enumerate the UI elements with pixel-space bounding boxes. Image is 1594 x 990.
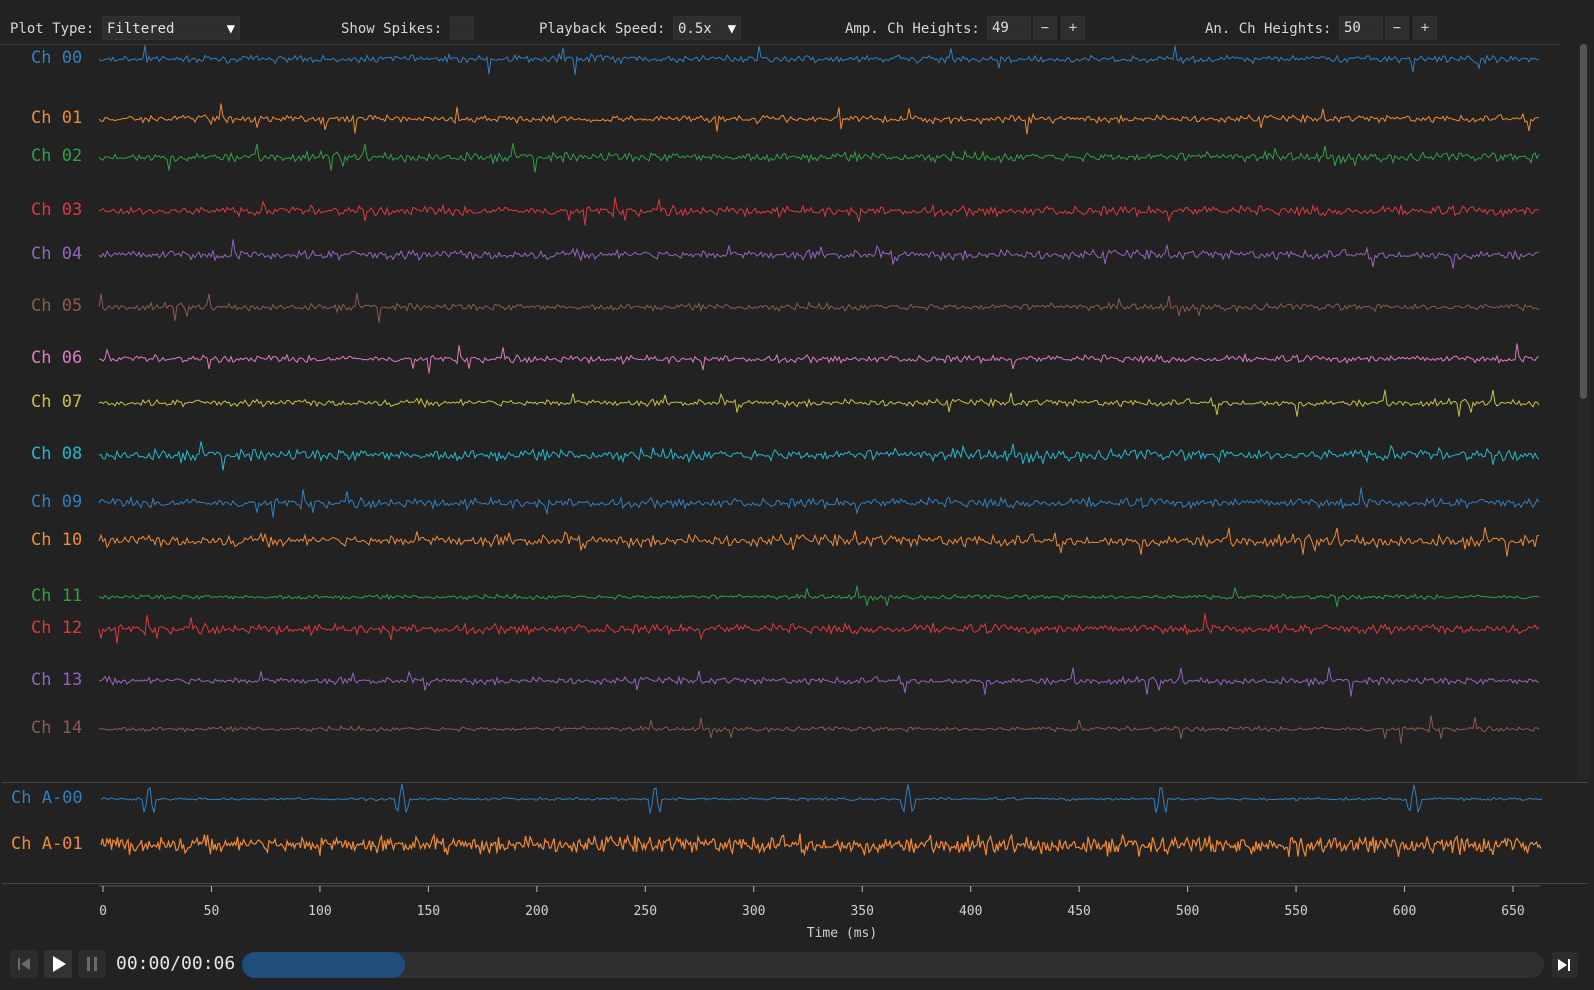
- tick-label: 100: [308, 904, 332, 919]
- show-spikes-label: Show Spikes:: [341, 21, 443, 37]
- analog-channel-plot[interactable]: Ch A-00 Ch A-01: [2, 782, 1588, 884]
- toolbar: Plot Type: Filtered ▼ Show Spikes: Playb…: [0, 0, 1594, 56]
- channel-trace: [98, 143, 1540, 173]
- an-heights-decrement-button[interactable]: −: [1385, 16, 1409, 40]
- channel-label: Ch 10: [31, 530, 83, 550]
- channel-label: Ch 04: [31, 244, 83, 264]
- analog-traces: [100, 783, 1543, 857]
- axis-xlabel: Time (ms): [806, 926, 878, 941]
- tick-label: 250: [633, 904, 658, 919]
- chevron-down-icon: ▼: [727, 21, 736, 37]
- playback-progress-bar[interactable]: [242, 952, 1544, 978]
- playback-speed-value: 0.5x: [678, 21, 712, 37]
- plot-scrollbar[interactable]: [1578, 44, 1590, 779]
- channel-label: Ch 08: [31, 444, 83, 464]
- channel-trace: [98, 585, 1540, 608]
- tick-label: 150: [416, 904, 441, 919]
- an-heights-input[interactable]: 50: [1339, 16, 1383, 40]
- tick-label: 400: [958, 904, 983, 919]
- channel-label: Ch 02: [31, 146, 83, 166]
- show-spikes-checkbox[interactable]: [450, 16, 474, 40]
- channel-label: Ch 13: [31, 670, 83, 690]
- channel-label: Ch 09: [31, 492, 83, 512]
- channel-trace: [98, 103, 1540, 135]
- tick-label: 600: [1392, 904, 1417, 919]
- channel-trace: [98, 667, 1540, 697]
- skip-back-icon: [18, 958, 30, 970]
- pause-button[interactable]: [78, 950, 106, 978]
- channel-trace: [98, 441, 1540, 471]
- plot-type-label: Plot Type:: [10, 21, 95, 37]
- playback-speed-label: Playback Speed:: [539, 21, 666, 37]
- analog-channel-label: Ch A-00: [11, 788, 83, 808]
- axis-line: [99, 885, 1540, 892]
- amp-heights-decrement-button[interactable]: −: [1033, 16, 1057, 40]
- tick-label: 500: [1175, 904, 1200, 919]
- channel-label: Ch 01: [31, 108, 83, 128]
- tick-label: 300: [742, 904, 766, 919]
- tick-label: 450: [1067, 904, 1091, 919]
- channel-label: Ch 12: [31, 618, 83, 638]
- playback-progress-fill: [242, 952, 405, 978]
- channel-trace: [98, 197, 1540, 226]
- channel-label: Ch 11: [31, 586, 83, 606]
- plot-type-value: Filtered: [107, 21, 175, 37]
- plot-type-select[interactable]: Filtered ▼: [102, 16, 240, 40]
- tick-label: 0: [99, 904, 107, 919]
- an-heights-increment-button[interactable]: +: [1413, 16, 1437, 40]
- amp-heights-label: Amp. Ch Heights:: [845, 21, 980, 37]
- channel-trace: [98, 239, 1540, 269]
- skip-forward-icon: [1558, 959, 1570, 971]
- tick-label: 550: [1284, 904, 1308, 919]
- tick-label: 50: [203, 904, 220, 919]
- scrollbar-thumb[interactable]: [1580, 44, 1587, 399]
- an-heights-label: An. Ch Heights:: [1205, 21, 1332, 37]
- skip-to-start-button[interactable]: [10, 950, 38, 978]
- analog-trace: [100, 833, 1542, 857]
- playback-controls: 00:00/00:06: [0, 944, 1594, 990]
- channel-label: Ch 07: [31, 392, 83, 412]
- channel-trace: [98, 389, 1540, 417]
- tick-label: 200: [525, 904, 549, 919]
- play-icon: [53, 956, 66, 972]
- analog-trace: [100, 783, 1543, 814]
- channel-label: Ch 14: [31, 718, 83, 738]
- channel-trace: [98, 613, 1540, 644]
- channel-trace: [98, 45, 1540, 75]
- amp-heights-input[interactable]: 49: [987, 16, 1031, 40]
- channel-label: Ch 00: [31, 48, 83, 68]
- tick-label: 650: [1501, 904, 1525, 919]
- amplifier-channel-plot[interactable]: Ch 00 Ch 01 Ch 02 Ch 03 Ch 04 Ch 05 Ch 06 Ch 07…: [0, 44, 1560, 780]
- time-axis: 0 50 100 150 200 250 300 350 400 450 500 550 600 650 …: [0, 884, 1594, 944]
- pause-icon: [87, 957, 97, 971]
- channel-trace: [98, 527, 1540, 557]
- play-button[interactable]: [44, 950, 72, 978]
- chevron-down-icon: ▼: [226, 21, 235, 37]
- channel-label: Ch 03: [31, 200, 83, 220]
- channel-trace: [98, 715, 1540, 744]
- channel-label: Ch 06: [31, 348, 83, 368]
- channel-trace: [98, 293, 1540, 323]
- analog-channel-label: Ch A-01: [11, 834, 83, 854]
- playback-time: 00:00/00:06: [116, 953, 236, 974]
- playback-speed-select[interactable]: 0.5x ▼: [673, 16, 741, 40]
- channel-label: Ch 05: [31, 296, 83, 316]
- amplifier-traces: [98, 45, 1540, 744]
- channel-trace: [98, 343, 1540, 374]
- amp-heights-increment-button[interactable]: +: [1061, 16, 1085, 40]
- tick-label: 350: [850, 904, 874, 919]
- channel-trace: [98, 487, 1540, 518]
- skip-to-end-button[interactable]: [1552, 952, 1578, 978]
